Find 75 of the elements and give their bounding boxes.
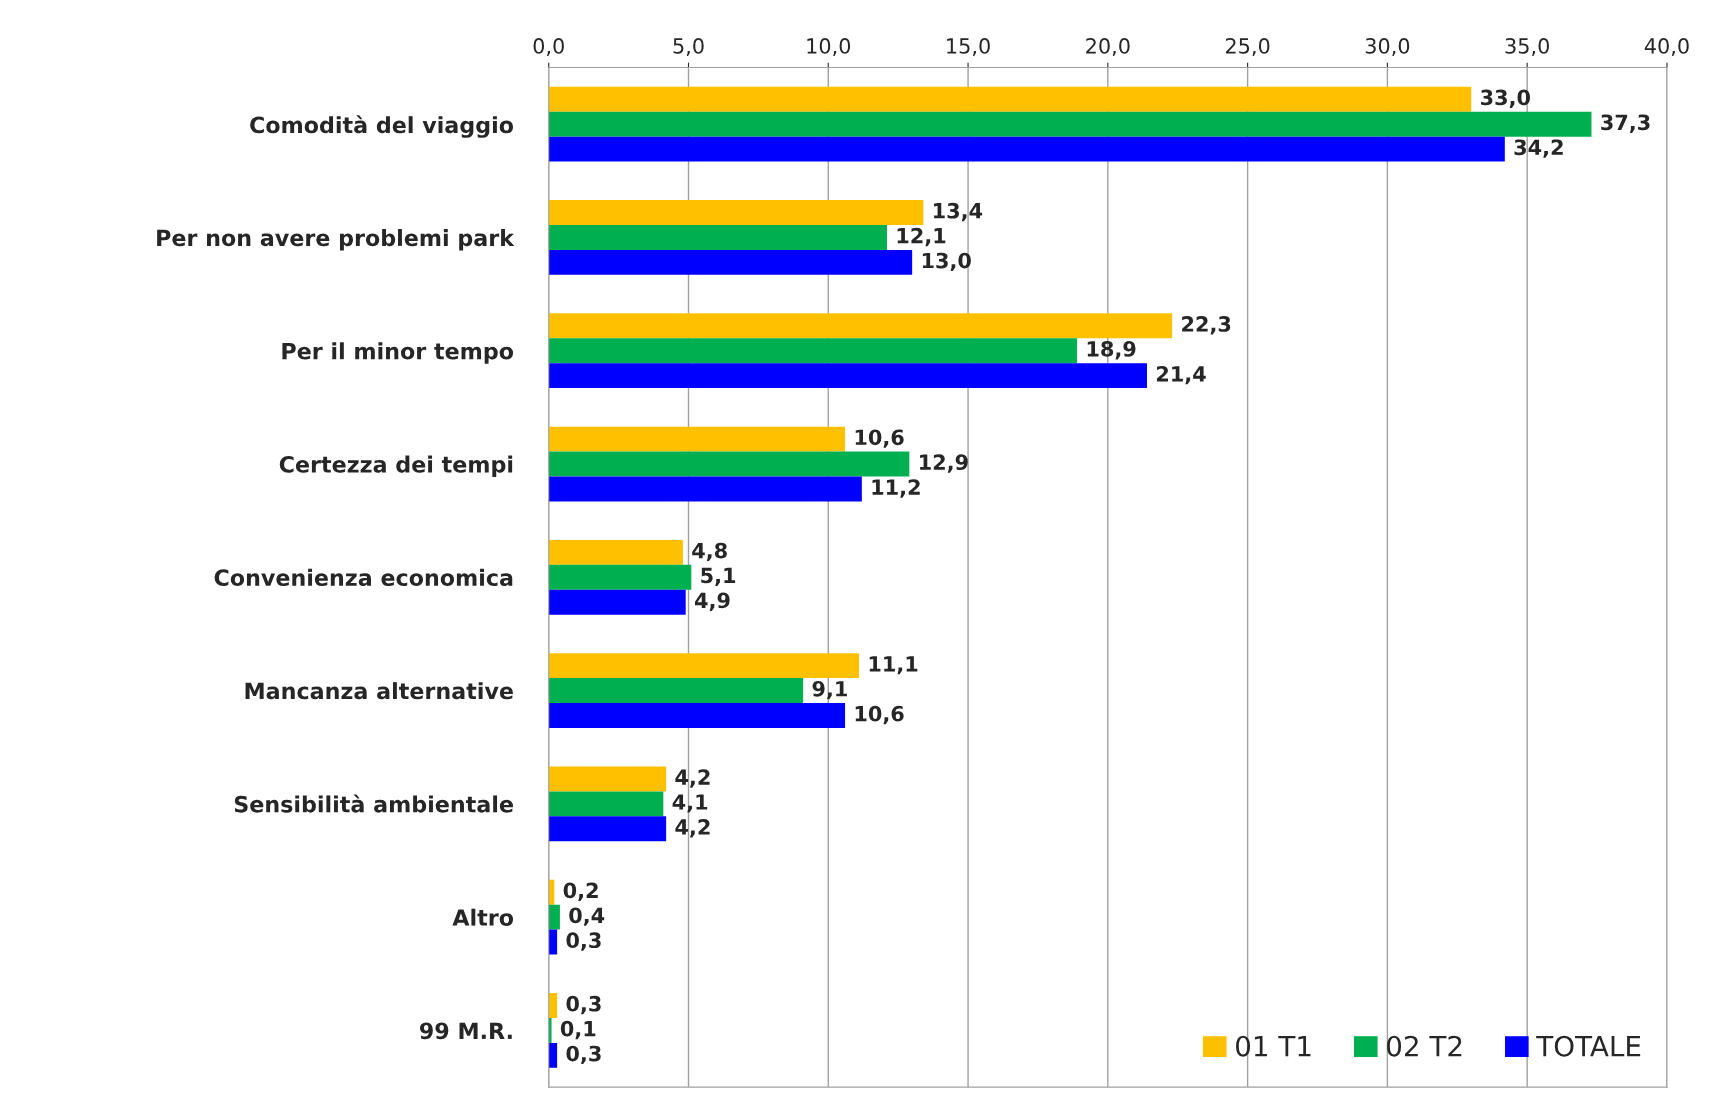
- bar: [548, 589, 686, 615]
- bar: [548, 703, 846, 728]
- y-tick-label: Comodità del viaggio: [250, 115, 514, 138]
- bar: [548, 904, 560, 930]
- bar: [548, 929, 558, 955]
- bar: [548, 200, 924, 225]
- data-label: 9,1: [812, 680, 847, 700]
- data-label: 21,4: [1156, 365, 1206, 385]
- bar: [548, 111, 1592, 137]
- data-label: 10,6: [855, 429, 904, 448]
- data-label: 13,0: [922, 252, 971, 272]
- legend-label: TOTALE: [1536, 1035, 1641, 1057]
- x-tick-label: 20,0: [1086, 38, 1130, 56]
- data-label: 0,3: [566, 1045, 601, 1065]
- data-label: 33,0: [1480, 89, 1530, 108]
- bar: [548, 338, 1078, 364]
- data-label: 4,9: [694, 592, 730, 611]
- data-label: 4,2: [675, 819, 710, 838]
- data-label: 18,9: [1087, 341, 1136, 360]
- data-label: 12,1: [897, 227, 946, 247]
- x-tick-label: 0,0: [533, 38, 564, 56]
- bar: [548, 879, 555, 905]
- data-label: 0,3: [566, 932, 601, 951]
- bar: [548, 791, 664, 817]
- bar: [548, 653, 860, 679]
- bar: [548, 678, 804, 704]
- x-tick-label: 15,0: [947, 38, 990, 56]
- bar: [548, 476, 862, 502]
- x-tick-label: 40,0: [1644, 38, 1689, 56]
- x-tick-label: 5,0: [673, 38, 704, 56]
- x-tick-label: 10,0: [807, 38, 851, 56]
- bar: [548, 1042, 558, 1068]
- data-label: 37,3: [1601, 114, 1650, 133]
- legend-label: 02 T2: [1387, 1035, 1462, 1057]
- data-label: 10,6: [855, 705, 904, 725]
- data-label: 5,1: [701, 567, 736, 587]
- data-label: 13,4: [934, 202, 983, 222]
- bar: [548, 451, 910, 477]
- data-label: 11,2: [872, 479, 920, 498]
- bar: [548, 1017, 552, 1043]
- y-tick-label: Per non avere problemi park: [157, 229, 515, 251]
- bar: [548, 249, 913, 275]
- data-label: 0,3: [566, 995, 601, 1015]
- x-tick-label: 25,0: [1225, 38, 1270, 56]
- data-label: 4,8: [692, 542, 727, 562]
- x-tick-label: 30,0: [1365, 38, 1410, 56]
- data-label: 22,3: [1182, 316, 1231, 335]
- data-label: 0,4: [569, 907, 605, 926]
- y-tick-label: 99 M.R.: [419, 1022, 512, 1040]
- data-label: 11,1: [869, 656, 918, 675]
- bar: [548, 816, 667, 842]
- x-tick-label: 35,0: [1505, 38, 1549, 56]
- y-tick-label: Sensibilità ambientale: [234, 794, 513, 813]
- data-label: 0,1: [560, 1020, 596, 1040]
- bar: [548, 993, 558, 1018]
- y-tick-label: Altro: [452, 908, 514, 926]
- bar: [548, 766, 667, 792]
- bar: [548, 363, 1147, 389]
- data-label: 4,1: [672, 794, 708, 813]
- data-label: 4,2: [675, 769, 710, 788]
- data-label: 0,2: [563, 882, 598, 901]
- y-tick-label: Mancanza alternative: [245, 682, 513, 700]
- legend-label: 01 T1: [1236, 1035, 1311, 1057]
- y-tick-label: Per il minor tempo: [282, 342, 514, 364]
- bar: [548, 313, 1173, 339]
- data-label: 34,2: [1514, 139, 1563, 158]
- bar: [548, 539, 683, 565]
- data-label: 12,9: [920, 454, 968, 473]
- bar: [548, 426, 846, 452]
- bar: [548, 564, 692, 590]
- y-tick-label: Convenienza economica: [214, 568, 513, 587]
- bar: [548, 224, 887, 250]
- y-tick-label: Certezza dei tempi: [279, 455, 513, 478]
- bar: [548, 86, 1472, 112]
- bar: [548, 136, 1505, 162]
